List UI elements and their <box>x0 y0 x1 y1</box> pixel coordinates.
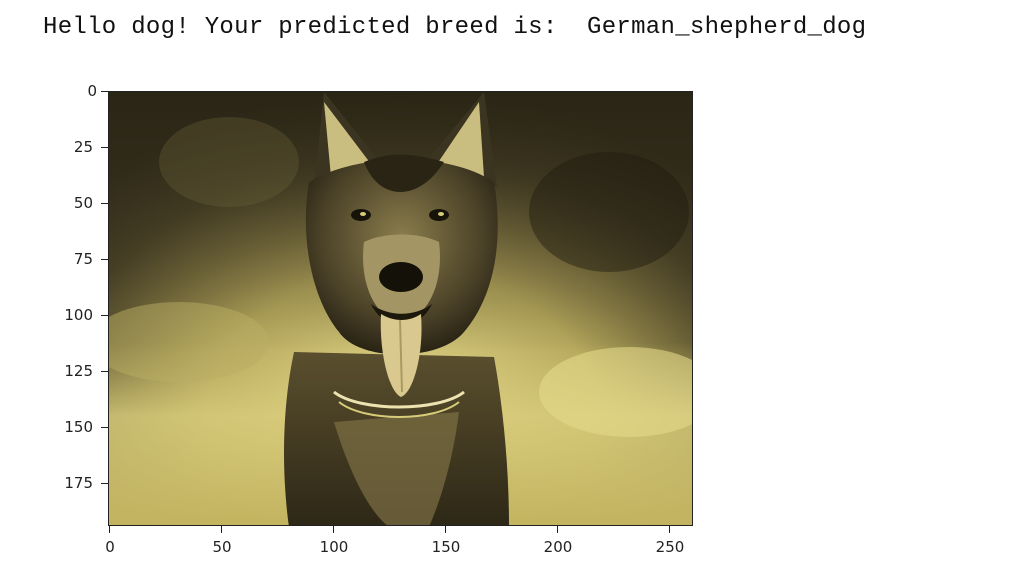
y-tick-label: 25 <box>73 138 93 156</box>
y-tick-mark-150 <box>101 427 108 428</box>
y-tick-mark-75 <box>101 259 108 260</box>
x-tick-mark-250 <box>669 526 670 533</box>
y-tick-mark-25 <box>101 147 108 148</box>
dog-image <box>109 92 692 525</box>
y-tick-mark-0 <box>101 91 108 92</box>
y-tick-mark-50 <box>101 203 108 204</box>
x-tick-mark-0 <box>109 526 110 533</box>
x-tick-mark-100 <box>333 526 334 533</box>
x-tick-label: 150 <box>431 538 461 556</box>
y-tick-mark-175 <box>101 483 108 484</box>
y-tick-label: 75 <box>73 250 93 268</box>
x-tick-mark-200 <box>557 526 558 533</box>
x-tick-label: 100 <box>319 538 349 556</box>
y-tick-mark-125 <box>101 371 108 372</box>
image-axes <box>108 91 693 526</box>
y-tick-label: 150 <box>64 418 93 436</box>
x-tick-mark-150 <box>445 526 446 533</box>
y-tick-label: 50 <box>73 194 93 212</box>
x-tick-label: 200 <box>543 538 573 556</box>
y-tick-mark-100 <box>101 315 108 316</box>
x-tick-label: 0 <box>105 538 115 556</box>
x-tick-label: 250 <box>655 538 685 556</box>
y-tick-label: 175 <box>64 474 93 492</box>
prediction-output-text: Hello dog! Your predicted breed is: Germ… <box>43 14 867 41</box>
y-tick-label: 0 <box>87 82 97 100</box>
y-tick-label: 125 <box>64 362 93 380</box>
y-tick-label: 100 <box>64 306 93 324</box>
x-tick-label: 50 <box>212 538 232 556</box>
x-tick-mark-50 <box>221 526 222 533</box>
